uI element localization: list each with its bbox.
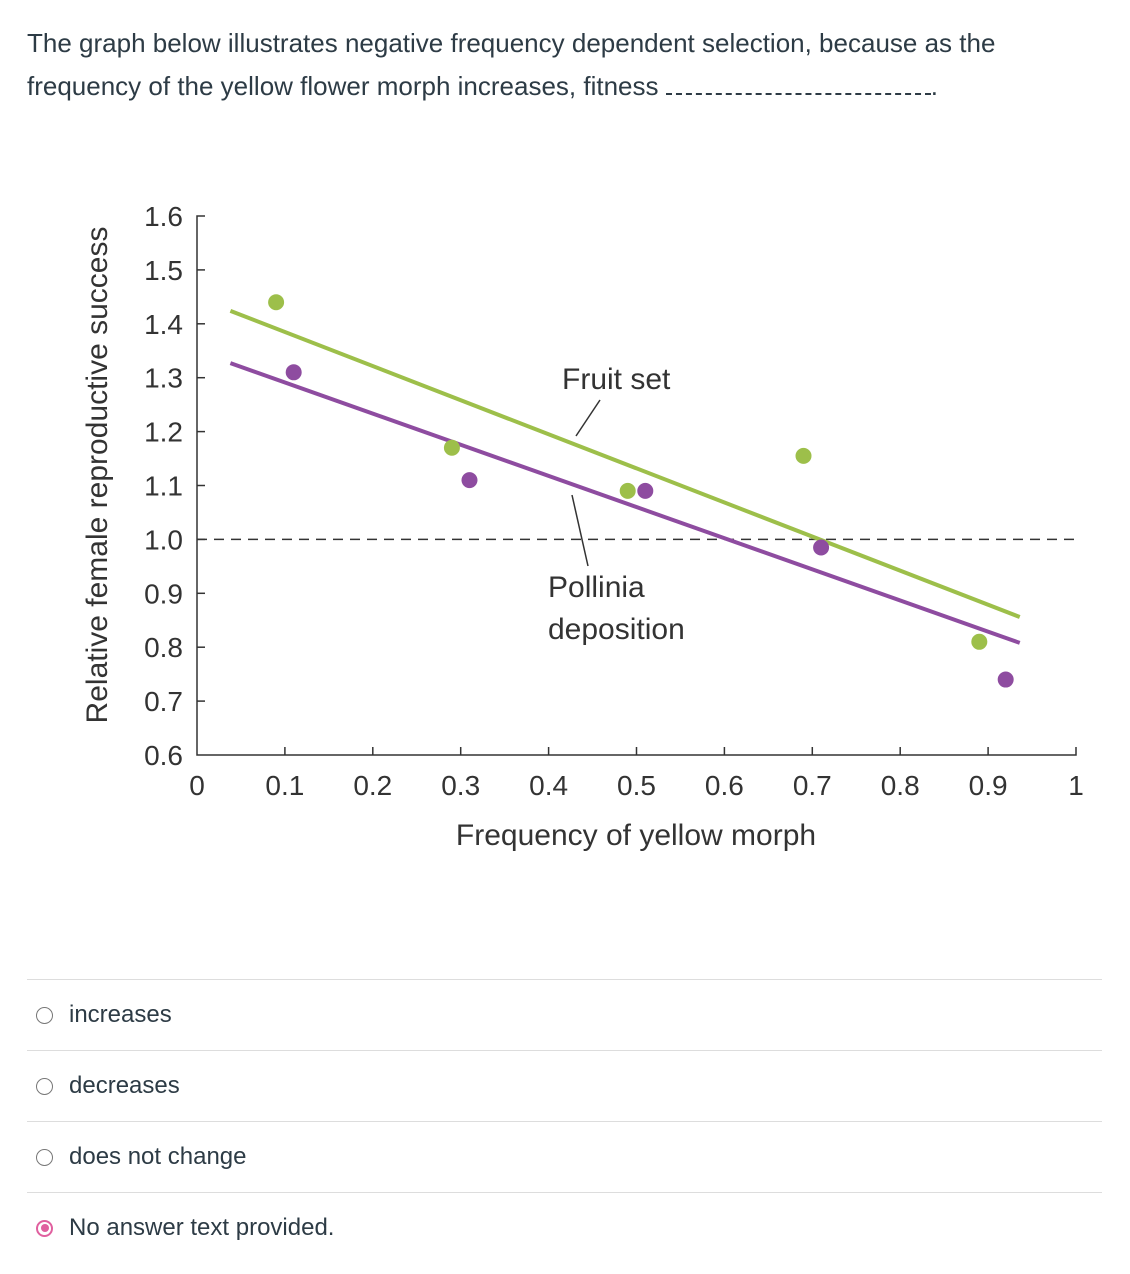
chart: 0.6 0.7 0.8 0.9 1.0 1.1 1.2 1.3 1.4 1.5 1.6 0 0.1 0.2…: [81, 201, 1084, 852]
answer-option-no-answer[interactable]: No answer text provided.: [27, 1192, 1102, 1263]
answer-blank: [665, 73, 931, 95]
question-text: The graph below illustrates negative fre…: [27, 28, 996, 101]
axis-lines: [196, 215, 1077, 756]
fruit-set-point: [971, 633, 988, 650]
y-tick-label: 1.5: [144, 255, 183, 286]
pollinia-fit-line: [229, 361, 1021, 645]
pollinia-point: [813, 539, 830, 556]
answer-label: No answer text provided.: [69, 1214, 335, 1241]
x-tick-label: 0.5: [617, 770, 656, 801]
y-tick-label: 1.4: [144, 309, 183, 340]
annotation-deposition: deposition: [548, 613, 685, 646]
annotation-fruit-set: Fruit set: [562, 363, 671, 396]
answer-option-decreases[interactable]: decreases: [27, 1050, 1102, 1121]
x-tick-label: 0.9: [969, 770, 1008, 801]
y-tick-label: 0.7: [144, 686, 183, 717]
fruit-set-point: [268, 294, 285, 311]
radio-button-selected[interactable]: [36, 1219, 53, 1237]
y-tick-label: 0.9: [144, 578, 183, 609]
fruit-set-point: [795, 447, 812, 464]
fruit-set-point: [443, 439, 460, 456]
x-tick-label: 0.1: [265, 770, 304, 801]
pollinia-point: [285, 364, 302, 381]
answer-option-does-not-change[interactable]: does not change: [27, 1121, 1102, 1192]
y-tick-label: 1.2: [144, 417, 183, 448]
y-tick-label: 1.1: [144, 471, 183, 502]
pollinia-point: [461, 472, 478, 489]
x-axis-label: Frequency of yellow morph: [456, 819, 816, 852]
x-tick-label: 0.2: [353, 770, 392, 801]
answer-option-increases[interactable]: increases: [27, 979, 1102, 1050]
x-tick-label: 0.3: [441, 770, 480, 801]
answer-label: decreases: [69, 1072, 180, 1099]
fruit-set-point: [619, 482, 636, 499]
annotation-pollinia: Pollinia: [548, 571, 645, 604]
x-tick-label: 0: [189, 770, 205, 801]
y-tick-label: 0.6: [144, 740, 183, 771]
x-tick-label: 0.7: [793, 770, 832, 801]
answer-label: does not change: [69, 1143, 247, 1170]
x-tick-label: 1: [1068, 770, 1084, 801]
annotation-fruit-pointer: [575, 399, 601, 437]
radio-button[interactable]: [36, 1006, 53, 1024]
y-tick-label: 1.0: [144, 524, 183, 555]
answer-label: increases: [69, 1001, 172, 1028]
x-tick-label: 0.4: [529, 770, 568, 801]
y-tick-label: 0.8: [144, 632, 183, 663]
y-tick-label: 1.6: [144, 201, 183, 232]
y-tick-label: 1.3: [144, 363, 183, 394]
radio-button[interactable]: [36, 1077, 53, 1095]
x-tick-label: 0.8: [881, 770, 920, 801]
pollinia-point: [997, 671, 1014, 688]
annotation-pollinia-pointer: [571, 494, 589, 567]
radio-button[interactable]: [36, 1148, 53, 1166]
pollinia-point: [637, 482, 654, 499]
fruit-set-fit-line: [229, 308, 1021, 619]
y-axis-label: Relative female reproductive success: [81, 227, 114, 724]
x-tick-label: 0.6: [705, 770, 744, 801]
